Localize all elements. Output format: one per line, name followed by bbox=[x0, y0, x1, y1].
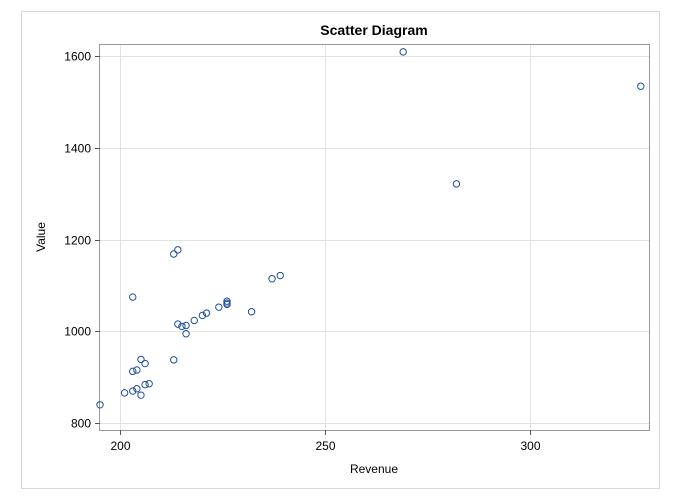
y-axis: 800 1000 1200 1400 1600 bbox=[64, 50, 100, 431]
data-point bbox=[96, 401, 104, 409]
x-tick-label: 300 bbox=[520, 439, 540, 453]
y-tick-label: 1200 bbox=[64, 234, 91, 248]
data-points bbox=[96, 48, 645, 409]
x-axis-label: Revenue bbox=[350, 462, 398, 476]
data-point bbox=[637, 82, 645, 90]
data-point bbox=[178, 322, 186, 331]
data-point bbox=[182, 330, 190, 338]
data-point bbox=[170, 356, 178, 364]
data-point bbox=[276, 271, 284, 280]
data-point bbox=[129, 367, 137, 376]
x-tick-label: 250 bbox=[315, 439, 335, 453]
data-point bbox=[190, 316, 198, 325]
data-point bbox=[223, 297, 231, 305]
y-tick-label: 1000 bbox=[64, 325, 91, 339]
data-point bbox=[133, 366, 141, 374]
data-point bbox=[174, 320, 182, 328]
x-axis: 200 250 300 bbox=[110, 430, 541, 453]
data-point bbox=[141, 380, 149, 389]
data-point bbox=[452, 180, 461, 188]
y-tick-label: 1600 bbox=[64, 50, 91, 64]
data-point bbox=[120, 389, 129, 397]
chart-title: Scatter Diagram bbox=[320, 22, 427, 38]
data-point bbox=[182, 321, 190, 330]
data-point bbox=[215, 303, 223, 311]
data-point bbox=[399, 48, 407, 56]
data-point bbox=[141, 359, 149, 368]
data-point bbox=[170, 250, 178, 258]
chart-frame bbox=[21, 11, 660, 489]
plot-area bbox=[99, 44, 650, 431]
data-point bbox=[174, 246, 182, 254]
y-tick-label: 1400 bbox=[64, 142, 91, 156]
data-point bbox=[133, 385, 141, 393]
data-point bbox=[129, 387, 137, 395]
data-point bbox=[247, 308, 256, 316]
x-tick-label: 200 bbox=[110, 439, 130, 453]
data-point bbox=[129, 293, 137, 301]
data-point bbox=[268, 275, 276, 283]
data-point bbox=[198, 311, 207, 320]
data-point bbox=[137, 391, 145, 399]
data-point bbox=[137, 355, 145, 364]
data-point bbox=[202, 309, 211, 317]
y-tick-label: 800 bbox=[71, 417, 91, 431]
data-point bbox=[145, 380, 153, 388]
y-axis-label: Value bbox=[34, 222, 48, 252]
grid bbox=[100, 45, 649, 430]
